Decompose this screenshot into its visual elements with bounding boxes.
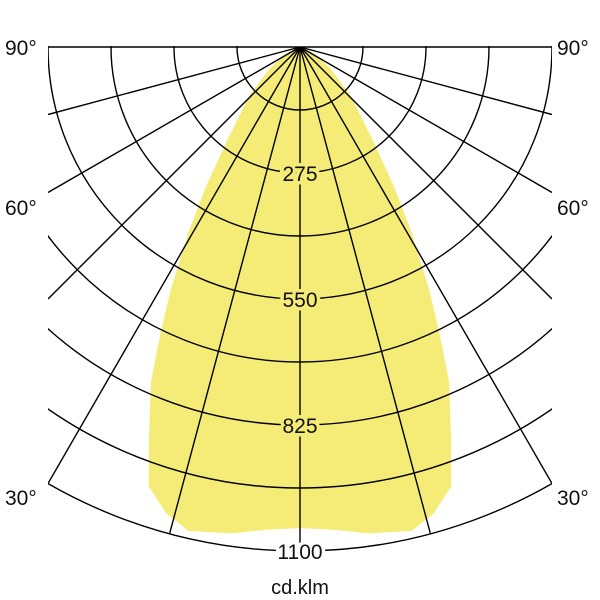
radial-tick-label: 550	[282, 289, 317, 312]
grid-ray	[299, 46, 552, 484]
grid-ray	[48, 46, 301, 484]
angle-label-left-90: 90°	[5, 37, 37, 60]
grid-ray	[48, 46, 301, 116]
grid-ray	[299, 46, 432, 535]
radial-tick-label: 825	[282, 415, 317, 438]
grid-ray	[299, 46, 552, 194]
labels: 90° 60° 30° 90° 60° 30° 275 550 825 1100…	[5, 37, 589, 599]
grid-ray	[48, 46, 301, 194]
grid-ray	[168, 46, 301, 535]
angle-label-right-90: 90°	[557, 37, 589, 60]
radial-tick-label: 1100	[277, 541, 322, 564]
grid-ray	[48, 46, 301, 300]
radial-tick-label: 275	[282, 163, 317, 186]
angle-label-left-30: 30°	[5, 487, 37, 510]
angle-label-right-30: 30°	[557, 487, 589, 510]
grid-ray	[299, 46, 552, 300]
angle-label-right-60: 60°	[557, 197, 589, 220]
grid-ray	[299, 46, 552, 116]
unit-label: cd.klm	[271, 577, 329, 599]
polar-grid	[48, 46, 552, 552]
angle-label-left-60: 60°	[5, 197, 37, 220]
